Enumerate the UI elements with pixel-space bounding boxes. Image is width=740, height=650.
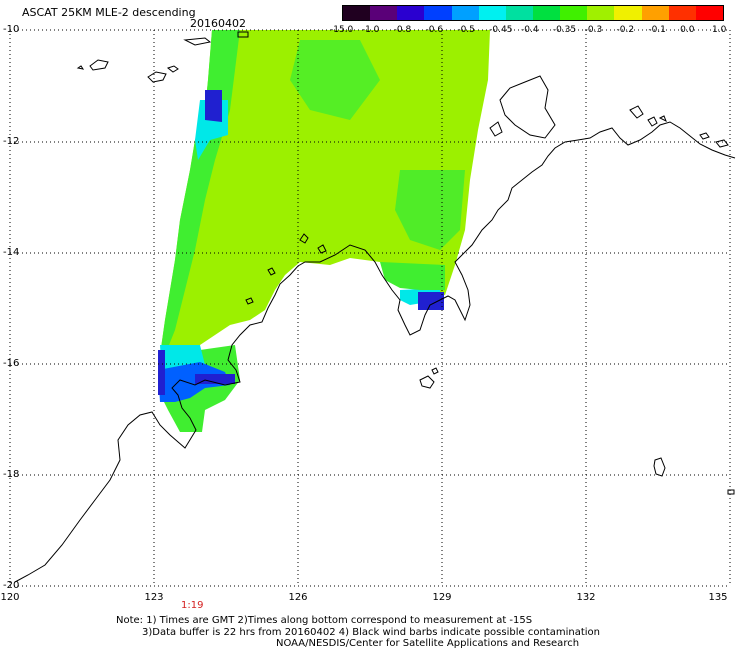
colorbar-segment xyxy=(614,6,642,20)
y-tick-label: -12 xyxy=(3,136,20,147)
graticule xyxy=(9,29,731,587)
colorbar-label: -0.2 xyxy=(616,25,635,35)
colorbar-label: -0.45 xyxy=(489,25,513,35)
swath-blue-nw xyxy=(205,90,222,122)
time-label: 1:19 xyxy=(181,600,204,611)
colorbar-segment xyxy=(424,6,452,20)
swath-blue-se xyxy=(418,292,444,310)
colorbar-segment xyxy=(451,6,479,20)
colorbar-segment xyxy=(370,6,398,20)
coastline-tiwi-islands xyxy=(489,75,556,139)
y-tick-label: -18 xyxy=(3,469,20,480)
colorbar-label: -0.3 xyxy=(584,25,603,35)
y-tick-label: -16 xyxy=(3,358,20,369)
note-line-3: NOAA/NESDIS/Center for Satellite Applica… xyxy=(276,638,580,649)
swath-darkblue-bar xyxy=(195,374,235,384)
colorbar-segment xyxy=(505,6,533,20)
x-tick-label: 120 xyxy=(0,592,20,603)
colorbar-segment xyxy=(695,6,723,20)
swath-green-east xyxy=(395,170,465,250)
colorbar xyxy=(342,5,724,21)
colorbar-label: -0.5 xyxy=(457,25,475,35)
x-tick-label: 126 xyxy=(288,592,308,603)
colorbar-label: -1.0 xyxy=(361,25,380,35)
colorbar-label: 0.0 xyxy=(680,25,695,35)
coastline xyxy=(14,31,736,583)
colorbar-segment xyxy=(343,6,371,20)
colorbar-segment xyxy=(641,6,669,20)
data-swath xyxy=(158,30,490,432)
swath-green-center xyxy=(290,40,380,120)
colorbar-segment xyxy=(587,6,615,20)
coastline-bonaparte-islands xyxy=(245,233,439,389)
colorbar-segment xyxy=(560,6,588,20)
y-tick-label: -14 xyxy=(3,247,20,258)
x-tick-label: 123 xyxy=(144,592,164,603)
map-date: 20160402 xyxy=(190,17,246,30)
x-tick-label: 132 xyxy=(576,592,596,603)
x-tick-label: 129 xyxy=(432,592,452,603)
note-line-2: 3)Data buffer is 22 hrs from 20160402 4)… xyxy=(142,627,600,638)
colorbar-label: -0.6 xyxy=(425,25,444,35)
note-line-1: Note: 1) Times are GMT 2)Times along bot… xyxy=(116,615,533,626)
colorbar-label: -0.8 xyxy=(393,25,412,35)
colorbar-segment xyxy=(397,6,425,20)
colorbar-label: -0.4 xyxy=(521,25,539,35)
coastline-small-island-se xyxy=(653,457,735,495)
map-title: ASCAT 25KM MLE-2 descending xyxy=(22,6,196,19)
colorbar-segment xyxy=(532,6,561,20)
y-tick-label: -10 xyxy=(3,24,20,35)
y-tick-label: -20 xyxy=(3,580,20,591)
x-tick-label: 135 xyxy=(708,592,728,603)
colorbar-labels: -15.0 -1.0 -0.8 -0.6 -0.5 -0.45 -0.4 -0.35 -0.3 -… xyxy=(330,25,730,37)
colorbar-label: -15.0 xyxy=(330,25,354,35)
colorbar-label: -0.35 xyxy=(552,25,577,35)
coastline-east-islands xyxy=(629,105,729,148)
colorbar-strip xyxy=(342,5,724,21)
colorbar-label: -0.1 xyxy=(648,25,666,35)
coastline-northwest-islands xyxy=(76,31,249,83)
coastline-north-australia xyxy=(14,121,736,583)
colorbar-segment xyxy=(668,6,696,20)
swath-darkblue-sw xyxy=(158,350,165,395)
colorbar-segment xyxy=(478,6,506,20)
colorbar-label: 1.0 xyxy=(712,25,727,35)
swath-green-se xyxy=(380,262,445,290)
